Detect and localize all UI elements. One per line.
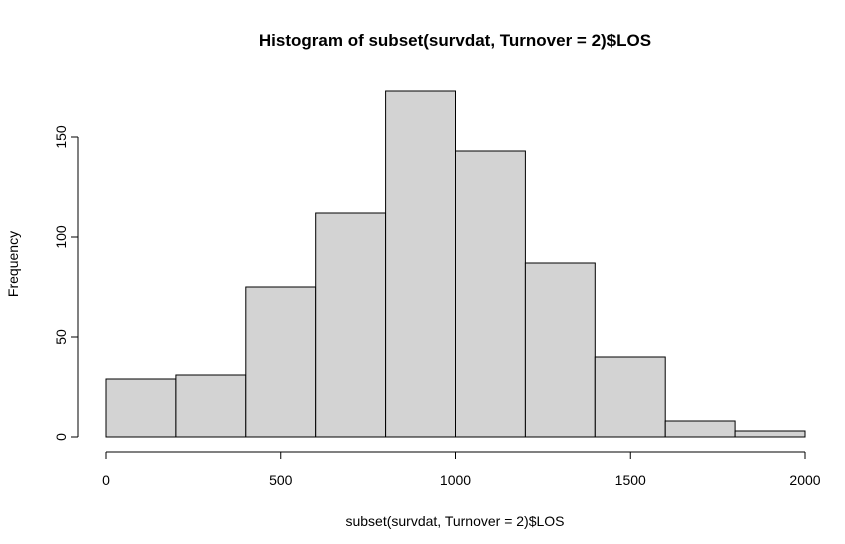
histogram-bar-10 xyxy=(734,430,806,438)
y-axis-label: Frequency xyxy=(5,231,21,297)
histogram-bar-1 xyxy=(105,378,177,438)
x-tick-label: 500 xyxy=(269,472,293,488)
x-axis: 0 500 1000 1500 2000 xyxy=(102,451,821,488)
y-tick-label: 0 xyxy=(53,433,69,441)
y-tick-label: 150 xyxy=(53,125,69,149)
histogram-bar-8 xyxy=(594,356,666,438)
histogram-bar-2 xyxy=(175,374,247,438)
y-tick-label: 100 xyxy=(53,225,69,249)
x-tick-label: 2000 xyxy=(789,472,820,488)
histogram-bar-7 xyxy=(524,262,596,438)
histogram-bar-3 xyxy=(245,286,317,438)
bars-group xyxy=(105,90,806,438)
y-axis: 0 50 100 150 xyxy=(53,125,79,441)
x-tick-label: 1000 xyxy=(440,472,471,488)
y-tick-label: 50 xyxy=(53,329,69,345)
histogram-bar-5 xyxy=(385,90,457,438)
chart-title: Histogram of subset(survdat, Turnover = … xyxy=(259,31,651,50)
histogram-bar-4 xyxy=(315,212,387,438)
histogram-bar-6 xyxy=(455,150,526,438)
x-tick-label: 0 xyxy=(102,472,110,488)
x-axis-label: subset(survdat, Turnover = 2)$LOS xyxy=(345,513,564,529)
x-tick-label: 1500 xyxy=(615,472,646,488)
histogram-bar-9 xyxy=(664,420,736,438)
